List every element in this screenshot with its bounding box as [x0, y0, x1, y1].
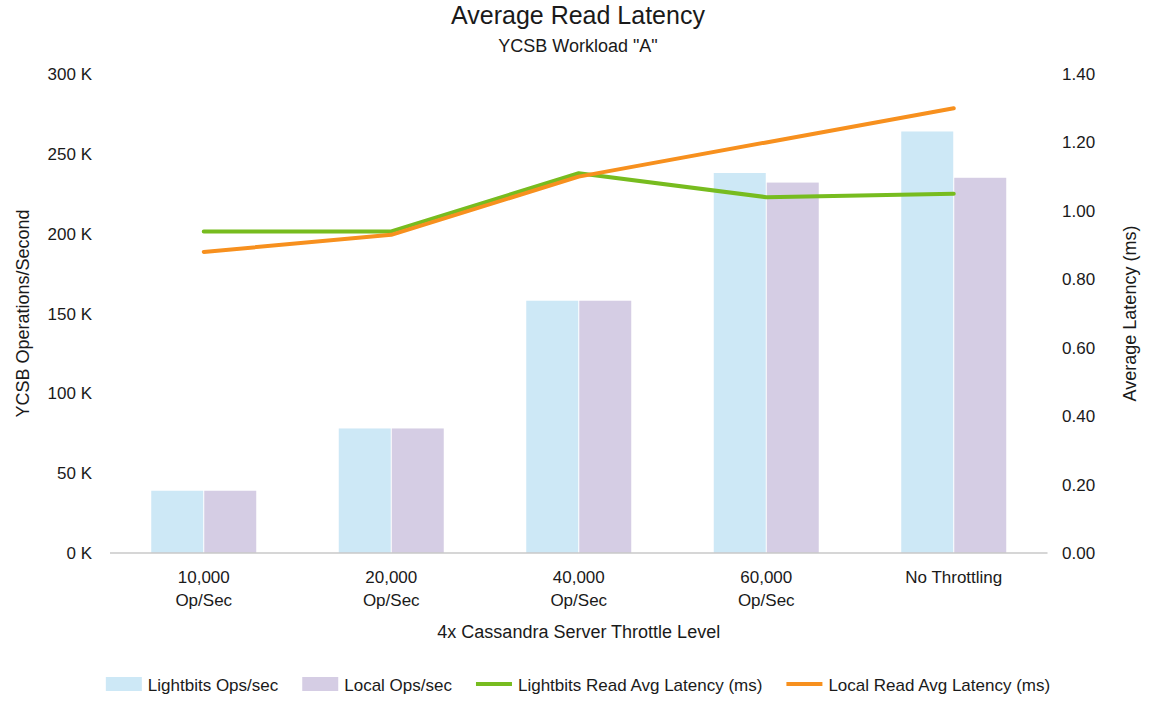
- x-tick-label-line: 10,000: [178, 568, 230, 587]
- bar: [767, 183, 819, 553]
- legend-label: Lightbits Read Avg Latency (ms): [518, 676, 762, 695]
- bar: [392, 428, 444, 553]
- legend-swatch: [106, 677, 142, 691]
- x-tick-label: 40,000 Op/Sec: [550, 568, 607, 610]
- x-tick-label-line: 40,000: [553, 568, 605, 587]
- x-tick-label: 10,000 Op/Sec: [175, 568, 232, 610]
- legend-swatch: [302, 677, 338, 691]
- y2-tick-label: 0.00: [1062, 544, 1095, 563]
- legend-item: Local Ops/sec: [302, 676, 452, 695]
- bar: [339, 428, 391, 553]
- y2-tick-label: 1.40: [1062, 65, 1095, 84]
- legend-item: Local Read Avg Latency (ms): [786, 676, 1050, 695]
- bar: [151, 491, 203, 553]
- legend-label: Lightbits Ops/sec: [148, 676, 279, 695]
- y2-tick-label: 0.40: [1062, 407, 1095, 426]
- x-tick-label-line: No Throttling: [905, 568, 1002, 587]
- legend-swatch: [476, 682, 512, 686]
- x-tick-label: 60,000 Op/Sec: [738, 568, 795, 610]
- x-axis-title: 4x Cassandra Server Throttle Level: [437, 622, 720, 642]
- y-tick-label: 100 K: [48, 384, 93, 403]
- y-axis-title: YCSB Operations/Second: [13, 209, 33, 417]
- legend-label: Local Read Avg Latency (ms): [828, 676, 1050, 695]
- x-tick-label-line: 20,000: [365, 568, 417, 587]
- y-tick-label: 150 K: [48, 305, 93, 324]
- y2-tick-label: 1.20: [1062, 133, 1095, 152]
- bar: [204, 491, 256, 553]
- x-tick-label-line: Op/Sec: [550, 591, 607, 610]
- x-tick-label-line: Op/Sec: [175, 591, 232, 610]
- y-tick-label: 0 K: [66, 544, 92, 563]
- y2-tick-label: 0.20: [1062, 476, 1095, 495]
- x-axis-line: [110, 552, 1048, 553]
- legend-item: Lightbits Read Avg Latency (ms): [476, 676, 762, 695]
- y2-axis-title: Average Latency (ms): [1120, 226, 1140, 402]
- bar: [954, 178, 1006, 553]
- chart: Average Read Latency YCSB Workload "A" 0 K…: [0, 0, 1156, 705]
- bar: [526, 301, 578, 553]
- x-tick-label-line: Op/Sec: [363, 591, 420, 610]
- title: Average Read Latency: [451, 1, 705, 29]
- line: [204, 173, 954, 231]
- bar: [714, 173, 766, 553]
- x-tick-label-line: Op/Sec: [738, 591, 795, 610]
- plot-area: [151, 108, 1006, 553]
- x-tick-label-line: 60,000: [740, 568, 792, 587]
- legend-item: Lightbits Ops/sec: [106, 676, 279, 695]
- y-tick-label: 50 K: [57, 464, 93, 483]
- line: [204, 108, 954, 252]
- x-tick-label: No Throttling: [905, 568, 1002, 587]
- legend-swatch: [786, 682, 822, 686]
- legend: Lightbits Ops/sec Local Ops/sec Lightbits …: [106, 676, 1050, 695]
- y-tick-label: 250 K: [48, 145, 93, 164]
- legend-label: Local Ops/sec: [344, 676, 452, 695]
- y2-tick-label: 0.80: [1062, 270, 1095, 289]
- y2-tick-label: 1.00: [1062, 202, 1095, 221]
- bar: [579, 301, 631, 553]
- y-tick-label: 300 K: [48, 65, 93, 84]
- subtitle: YCSB Workload "A": [498, 36, 658, 56]
- y-tick-label: 200 K: [48, 225, 93, 244]
- y2-tick-label: 0.60: [1062, 339, 1095, 358]
- x-tick-label: 20,000 Op/Sec: [363, 568, 420, 610]
